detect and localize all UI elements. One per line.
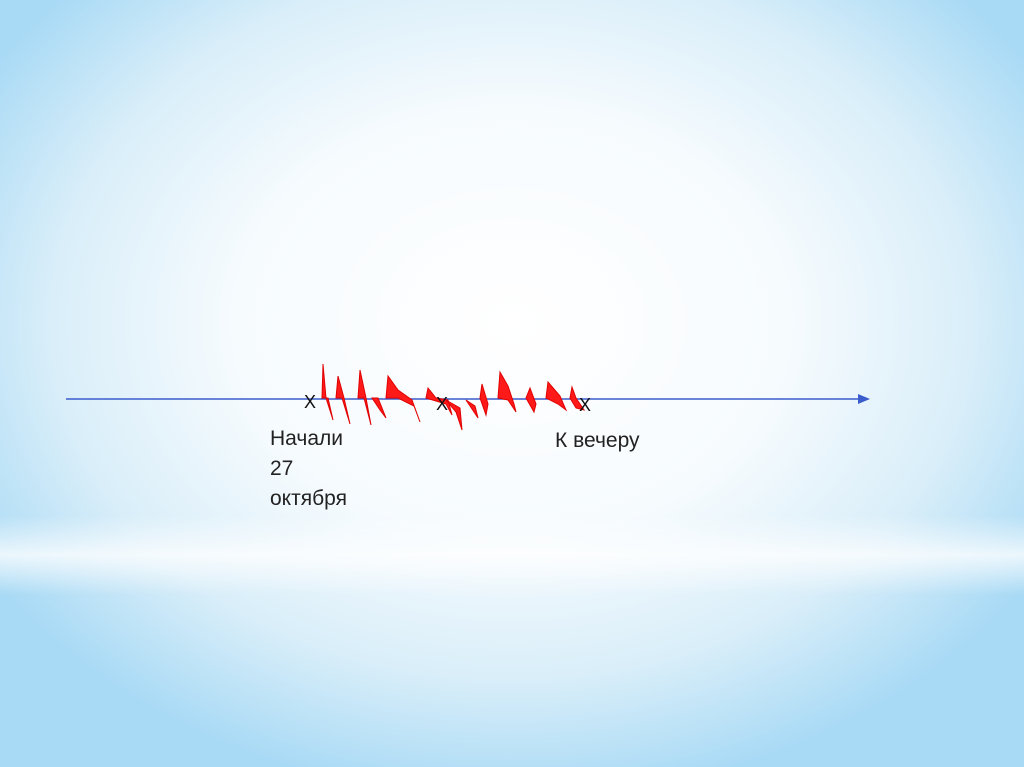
start-label-line-1: Начали [270, 427, 343, 450]
timeline-arrowhead [858, 394, 870, 404]
middle-marker: X [436, 394, 449, 414]
end-marker: X [579, 395, 592, 415]
start-label-line-3: октября [270, 487, 347, 510]
start-label: Начали 27 октября [270, 424, 347, 514]
start-marker: X [304, 392, 317, 412]
end-label: К вечеру [555, 429, 640, 452]
red-scribble-shading [321, 363, 586, 431]
background-light-band [0, 515, 1024, 595]
start-label-line-2: 27 [270, 457, 294, 480]
